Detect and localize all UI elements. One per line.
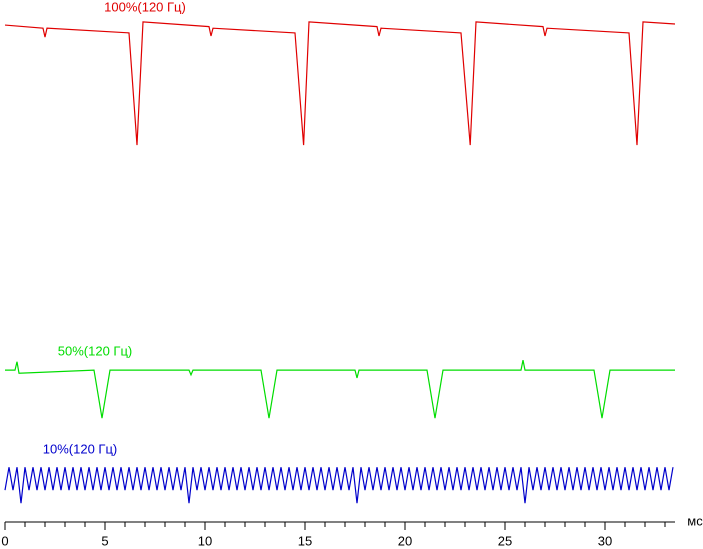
trace (4, 21, 676, 146)
x-tick-label: 25 (498, 533, 512, 548)
trace (5, 360, 675, 419)
x-axis-label: мс (687, 513, 703, 528)
series-label: 10%(120 Гц) (43, 441, 117, 456)
x-tick-label: 30 (598, 533, 612, 548)
x-tick-label: 5 (101, 533, 108, 548)
series-label: 50%(120 Гц) (58, 343, 132, 358)
trace (4, 467, 674, 504)
x-tick-label: 0 (1, 533, 8, 548)
x-tick-label: 15 (298, 533, 312, 548)
series-label: 100%(120 Гц) (104, 0, 186, 14)
x-tick-label: 10 (198, 533, 212, 548)
x-tick-label: 20 (398, 533, 412, 548)
